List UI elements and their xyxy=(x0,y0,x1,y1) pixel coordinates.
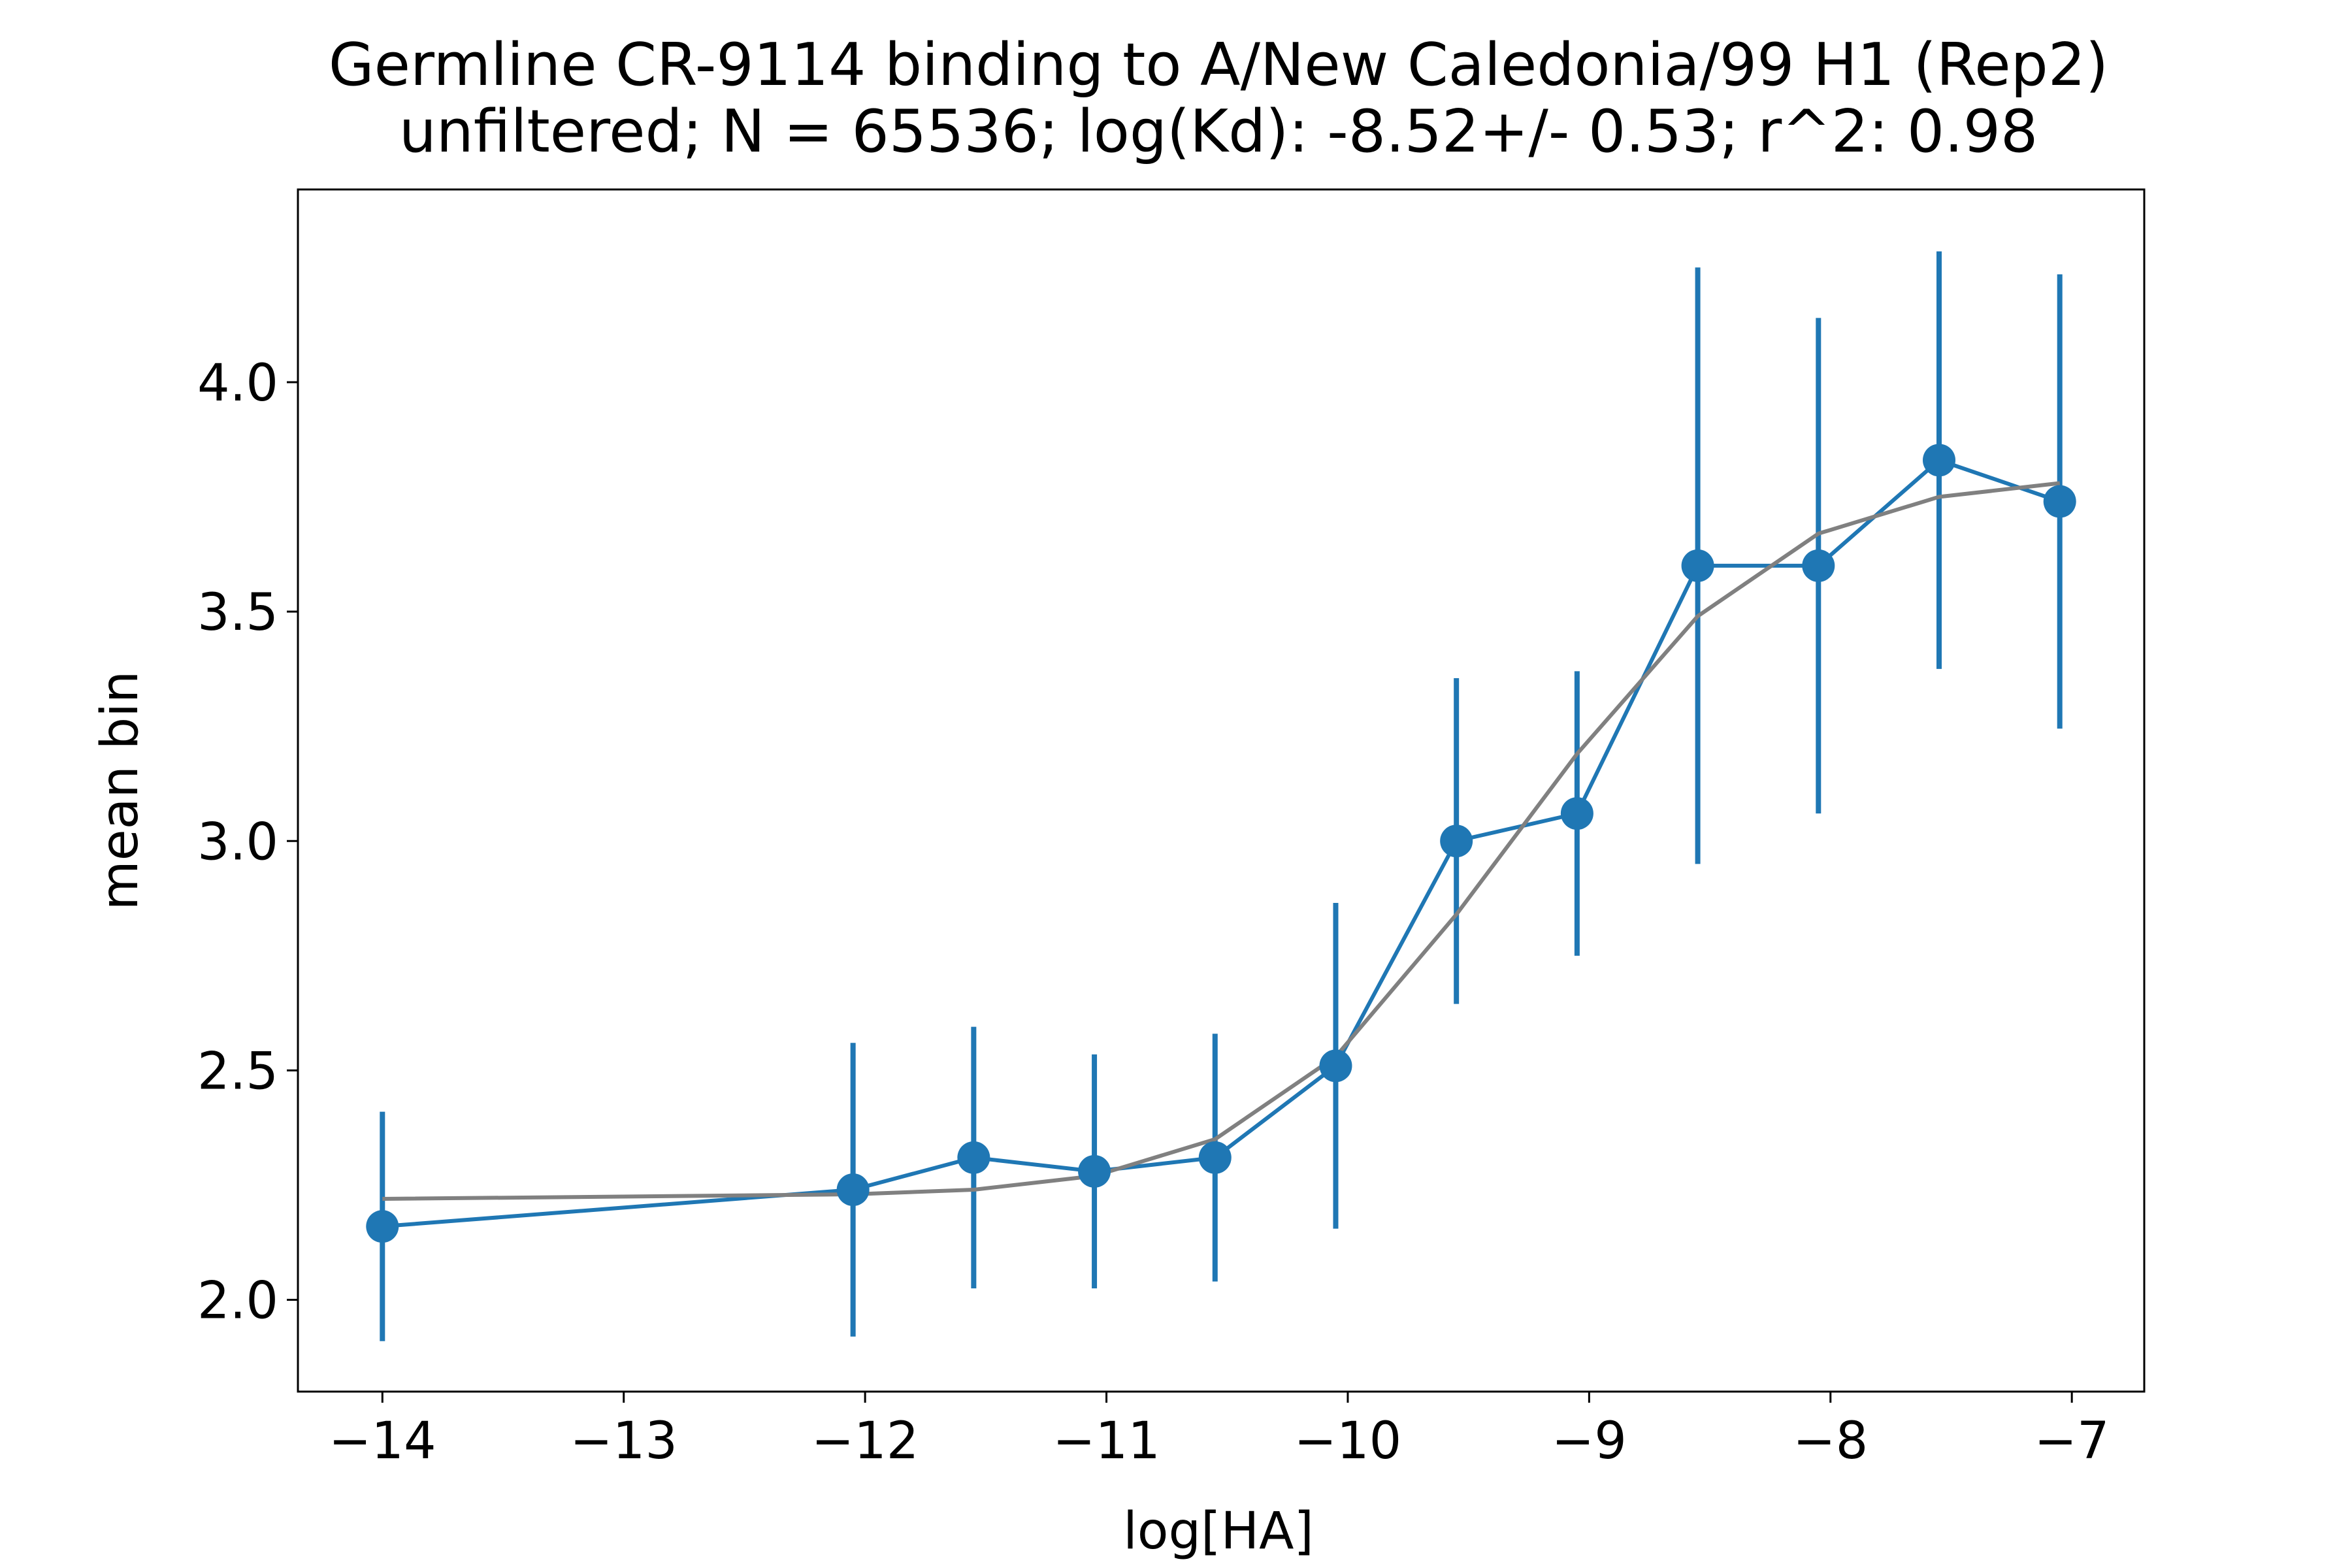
data-point xyxy=(366,1210,399,1243)
series-observed-line xyxy=(382,458,2061,1229)
y-tick-label: 2.0 xyxy=(197,1272,278,1331)
axes-frame xyxy=(297,188,2146,1393)
x-tick-label: −9 xyxy=(1552,1412,1627,1471)
data-point xyxy=(1198,1141,1232,1174)
x-axis: −14 −13 −12 −11 −10 −9 −8 −7 xyxy=(329,1392,2110,1471)
data-point xyxy=(1440,825,1473,858)
y-axis: 2.0 2.5 3.0 3.5 4.0 xyxy=(197,354,298,1331)
x-tick-label: −10 xyxy=(1294,1412,1402,1471)
data-point xyxy=(2043,485,2076,518)
chart-title: Germline CR-9114 binding to A/New Caledo… xyxy=(329,31,2108,99)
data-point xyxy=(836,1173,870,1206)
x-axis-label: log[HA] xyxy=(1123,1502,1314,1561)
data-point xyxy=(957,1141,990,1174)
y-tick-label: 4.0 xyxy=(197,354,278,413)
data-point xyxy=(1923,444,1955,477)
chart-subtitle: unfiltered; N = 65536; log(Kd): -8.52+/-… xyxy=(399,97,2038,166)
x-tick-label: −11 xyxy=(1053,1412,1160,1471)
x-tick-label: −12 xyxy=(811,1412,919,1471)
y-tick-label: 3.0 xyxy=(197,813,278,872)
x-tick-label: −13 xyxy=(570,1412,678,1471)
data-point xyxy=(1802,549,1835,582)
y-tick-label: 3.5 xyxy=(197,583,278,642)
data-point xyxy=(1681,549,1714,582)
y-tick-label: 2.5 xyxy=(197,1042,278,1101)
series-fit-line xyxy=(382,481,2061,1201)
x-tick-label: −7 xyxy=(2034,1412,2110,1471)
x-tick-label: −8 xyxy=(1793,1412,1868,1471)
plot-area xyxy=(366,251,2076,1341)
data-point xyxy=(1319,1049,1352,1083)
y-axis-label: mean bin xyxy=(91,671,150,911)
x-tick-label: −14 xyxy=(329,1412,436,1471)
data-point xyxy=(1078,1154,1111,1188)
data-point xyxy=(1560,797,1593,830)
